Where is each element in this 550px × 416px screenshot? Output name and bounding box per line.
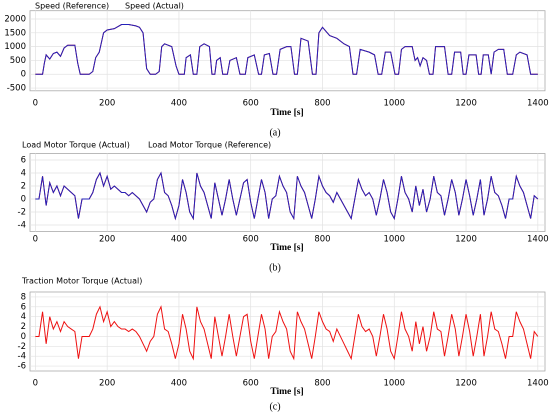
x-tick-label: 200 [99, 99, 115, 109]
y-tick-label: 2 [21, 182, 26, 192]
y-tick-label: -500 [7, 84, 26, 94]
legend-label: Speed (Reference) [35, 2, 109, 11]
x-axis-label: Time [s] [270, 108, 303, 118]
x-tick-label: 800 [314, 379, 330, 389]
x-tick-label: 200 [99, 235, 115, 245]
x-tick-label: 1200 [455, 99, 477, 109]
x-tick-label: 200 [99, 379, 115, 389]
data-line [35, 305, 539, 361]
x-tick-label: 600 [243, 379, 259, 389]
y-tick-label: 2000 [4, 14, 26, 24]
y-tick-label: 2 [21, 322, 26, 332]
x-tick-label: 600 [243, 99, 259, 109]
x-tick-label: 1000 [383, 99, 405, 109]
y-tick-label: 6 [21, 156, 26, 166]
y-tick-label: -2 [18, 208, 26, 218]
x-tick-label: 1000 [383, 379, 405, 389]
x-tick-label: 1200 [455, 379, 477, 389]
x-tick-label: 400 [171, 235, 187, 245]
x-tick-label: 0 [33, 235, 38, 245]
y-tick-label: -4 [18, 221, 26, 231]
caption: (b) [269, 262, 281, 273]
data-line [35, 171, 539, 221]
y-tick-label: 8 [21, 292, 26, 302]
y-tick-label: 4 [21, 169, 26, 179]
x-axis-label: Time [s] [270, 243, 303, 253]
y-tick-label: -2 [18, 342, 26, 352]
y-tick-label: -6 [18, 362, 26, 372]
y-tick-label: 6 [21, 302, 26, 312]
y-tick-label: 0 [21, 332, 26, 342]
x-tick-label: 600 [243, 235, 259, 245]
y-tick-label: 1000 [4, 42, 26, 52]
x-tick-label: 1400 [527, 99, 549, 109]
y-tick-label: 500 [10, 56, 26, 66]
x-tick-label: 800 [314, 99, 330, 109]
x-tick-label: 1200 [455, 235, 477, 245]
x-axis-label: Time [s] [270, 387, 303, 397]
y-tick-label: 4 [21, 312, 26, 322]
x-tick-label: 0 [33, 99, 38, 109]
plot-area [29, 153, 546, 232]
plot-area [29, 10, 546, 92]
caption: (c) [269, 401, 280, 412]
x-tick-label: 0 [33, 379, 38, 389]
legend-label: Traction Motor Torque (Actual) [21, 277, 142, 286]
x-tick-label: 1000 [383, 235, 405, 245]
x-tick-label: 1400 [527, 379, 549, 389]
caption: (a) [269, 127, 280, 138]
data-line [35, 24, 538, 75]
x-tick-label: 400 [171, 99, 187, 109]
y-tick-label: 1500 [4, 28, 26, 38]
x-tick-label: 400 [171, 379, 187, 389]
legend-label: Speed (Actual) [125, 2, 184, 11]
y-tick-label: 0 [21, 195, 26, 205]
y-tick-label: 0 [21, 70, 26, 80]
legend-label: Load Motor Torque (Reference) [148, 141, 271, 150]
x-tick-label: 1400 [527, 235, 549, 245]
x-tick-label: 800 [314, 235, 330, 245]
legend-label: Load Motor Torque (Actual) [22, 141, 130, 150]
y-tick-label: -4 [18, 352, 26, 362]
